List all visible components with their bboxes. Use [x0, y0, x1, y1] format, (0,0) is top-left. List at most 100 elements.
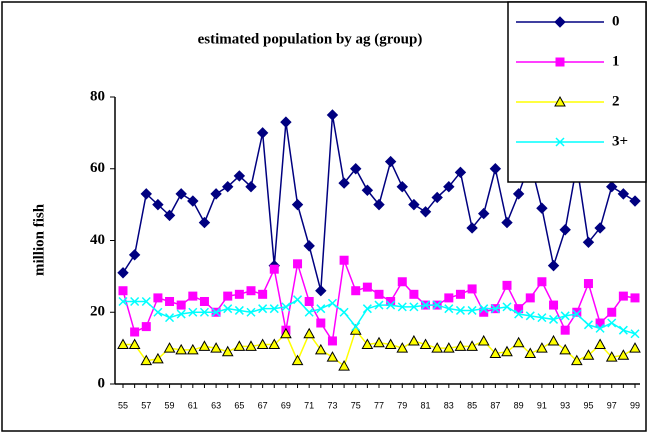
chart-title: estimated population by ag (group): [198, 31, 423, 47]
point: [582, 349, 595, 360]
point: [409, 302, 419, 312]
point: [512, 188, 525, 200]
legend-label: 2: [612, 93, 620, 109]
x-tick-label: 67: [258, 400, 268, 410]
point: [269, 264, 279, 274]
point: [629, 195, 641, 207]
point: [316, 304, 326, 314]
x-tick-label: 61: [188, 400, 198, 410]
point: [141, 322, 151, 332]
point: [570, 354, 583, 366]
point: [188, 291, 198, 301]
point: [361, 184, 374, 196]
point: [409, 289, 419, 299]
point: [175, 188, 187, 200]
x-tick-label: 69: [281, 400, 291, 410]
point: [443, 180, 455, 193]
point: [246, 286, 256, 296]
point: [211, 307, 221, 317]
point: [281, 302, 291, 312]
point: [489, 163, 502, 175]
point: [514, 309, 524, 319]
point: [314, 343, 327, 355]
point: [351, 286, 361, 296]
point: [572, 309, 582, 319]
y-tick-label: 40: [90, 232, 105, 248]
point: [442, 342, 455, 353]
legend-marker: [554, 95, 566, 107]
point: [165, 296, 175, 306]
point: [629, 342, 641, 353]
legend-box: [507, 1, 647, 183]
point: [245, 180, 257, 193]
point: [514, 304, 524, 314]
point: [304, 307, 314, 317]
point: [186, 343, 199, 355]
point: [234, 305, 244, 315]
x-tick-label: 91: [537, 400, 547, 410]
point: [606, 180, 618, 193]
point: [605, 351, 618, 362]
point: [431, 191, 443, 204]
point: [547, 259, 560, 272]
point: [291, 354, 304, 366]
point: [583, 320, 593, 330]
point: [617, 188, 630, 200]
point: [572, 307, 582, 317]
point: [630, 293, 640, 303]
point: [303, 240, 315, 252]
point: [128, 338, 141, 350]
point: [536, 202, 548, 214]
legend-marker: [554, 16, 566, 28]
point: [175, 343, 188, 355]
point: [339, 307, 349, 317]
point: [595, 323, 605, 333]
point: [118, 286, 128, 296]
point: [130, 296, 140, 307]
point: [549, 314, 559, 324]
point: [199, 296, 209, 306]
point: [128, 249, 141, 261]
point: [304, 296, 314, 306]
point: [467, 305, 477, 315]
point: [198, 216, 211, 229]
point: [293, 295, 303, 305]
point: [490, 304, 500, 314]
point: [618, 291, 628, 301]
point: [327, 298, 337, 308]
point: [478, 207, 490, 220]
x-tick-label: 65: [234, 400, 244, 410]
point: [537, 277, 547, 287]
point: [233, 340, 246, 351]
point: [303, 327, 316, 339]
point: [117, 338, 129, 350]
point: [373, 336, 385, 348]
point: [326, 351, 339, 362]
point: [547, 334, 560, 346]
y-tick-label: 0: [98, 375, 106, 391]
point: [293, 259, 303, 269]
point: [594, 338, 606, 350]
point: [291, 198, 304, 211]
y-tick-label: 60: [90, 160, 105, 176]
y-tick-label: 80: [90, 88, 105, 104]
point: [617, 349, 630, 360]
x-tick-label: 93: [560, 400, 570, 410]
point: [607, 318, 617, 328]
point: [537, 313, 547, 323]
point: [502, 280, 512, 290]
point: [384, 338, 397, 350]
point: [618, 325, 628, 335]
point: [501, 216, 513, 229]
legend-label: 1: [612, 53, 620, 69]
point: [466, 222, 478, 234]
point: [373, 198, 385, 211]
point: [140, 354, 153, 366]
point: [117, 267, 129, 279]
point: [198, 340, 211, 351]
point: [374, 300, 384, 310]
point: [338, 177, 350, 189]
legend-label: 0: [612, 13, 620, 29]
point: [222, 180, 234, 193]
